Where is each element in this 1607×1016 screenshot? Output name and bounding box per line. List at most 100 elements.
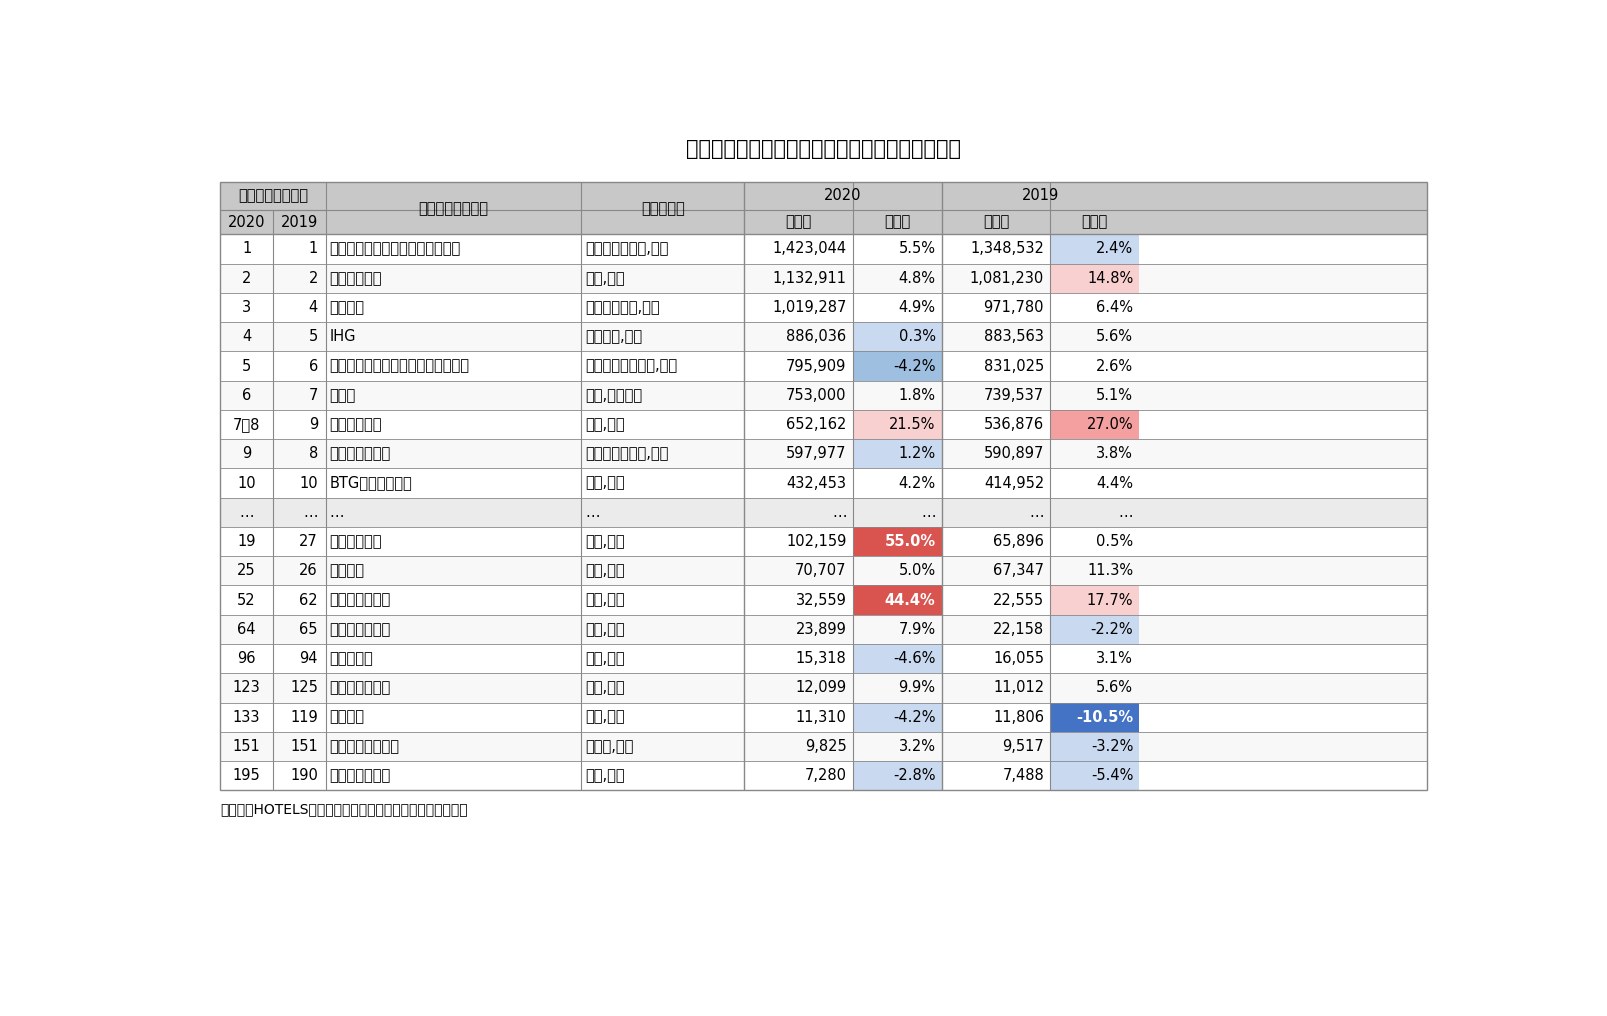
Text: 8: 8 [309, 446, 318, 461]
Bar [220, 615, 1427, 644]
Text: 22,158: 22,158 [993, 622, 1045, 637]
Text: 25: 25 [238, 563, 256, 578]
Text: 597,977: 597,977 [786, 446, 847, 461]
Text: -2.8%: -2.8% [893, 768, 935, 783]
Text: 7: 7 [309, 388, 318, 402]
Text: 5.1%: 5.1% [1096, 388, 1133, 402]
Bar [220, 409, 1427, 439]
Text: ヴァージニア,米国: ヴァージニア,米国 [585, 300, 660, 315]
Bar [853, 702, 942, 732]
Text: 東京,日本: 東京,日本 [585, 622, 625, 637]
Text: 6: 6 [243, 388, 251, 402]
Text: 前年比: 前年比 [1082, 214, 1107, 230]
Text: 432,453: 432,453 [786, 475, 847, 491]
Text: 14.8%: 14.8% [1086, 270, 1133, 285]
Text: 9: 9 [309, 417, 318, 432]
Text: 795,909: 795,909 [786, 359, 847, 374]
Text: 652,162: 652,162 [786, 417, 847, 432]
Bar [1051, 263, 1139, 293]
Bar [220, 352, 1427, 381]
Text: 相鉄ホテル: 相鉄ホテル [329, 651, 373, 666]
Text: 6.4%: 6.4% [1096, 300, 1133, 315]
Text: 27.0%: 27.0% [1086, 417, 1133, 432]
Text: 1: 1 [243, 242, 251, 256]
Text: 5.5%: 5.5% [898, 242, 935, 256]
Text: 23,899: 23,899 [795, 622, 847, 637]
Text: チョイスホテル: チョイスホテル [329, 446, 391, 461]
Text: 67,347: 67,347 [993, 563, 1045, 578]
Text: 11,806: 11,806 [993, 709, 1045, 724]
Text: ニュージャージー,米国: ニュージャージー,米国 [585, 359, 678, 374]
Text: 55.0%: 55.0% [884, 534, 935, 549]
Text: 151: 151 [291, 739, 318, 754]
Text: 1,081,230: 1,081,230 [971, 270, 1045, 285]
Bar [220, 381, 1427, 409]
Bar [220, 761, 1427, 790]
Bar [220, 468, 1427, 498]
Text: 東京,日本: 東京,日本 [585, 768, 625, 783]
Text: 3.8%: 3.8% [1096, 446, 1133, 461]
Text: 大阪,日本: 大阪,日本 [585, 681, 625, 695]
Text: プリンスホテル: プリンスホテル [329, 592, 391, 608]
Bar [853, 644, 942, 674]
Text: 上海錦江資本: 上海錦江資本 [329, 270, 382, 285]
Text: 0.5%: 0.5% [1096, 534, 1133, 549]
Text: 4.2%: 4.2% [898, 475, 935, 491]
Text: 3: 3 [243, 300, 251, 315]
Text: 藤田観光: 藤田観光 [329, 709, 365, 724]
Text: BTGホームインズ: BTGホームインズ [329, 475, 413, 491]
Text: ホテルブランド名: ホテルブランド名 [418, 201, 489, 215]
Text: 本社所在地: 本社所在地 [641, 201, 685, 215]
Text: （資料）HOTELSの公表資料からニッセイ基礎研究所が作成: （資料）HOTELSの公表資料からニッセイ基礎研究所が作成 [220, 803, 468, 817]
Text: 2019: 2019 [281, 214, 318, 230]
Text: 21.5%: 21.5% [889, 417, 935, 432]
Text: 5.0%: 5.0% [898, 563, 935, 578]
Text: 上海,中国: 上海,中国 [585, 475, 625, 491]
Text: 190: 190 [289, 768, 318, 783]
Text: 26: 26 [299, 563, 318, 578]
Text: 123: 123 [233, 681, 260, 695]
Text: 4.8%: 4.8% [898, 270, 935, 285]
Text: 590,897: 590,897 [983, 446, 1045, 461]
Bar [220, 182, 1427, 790]
Text: 94: 94 [299, 651, 318, 666]
Bar [853, 322, 942, 352]
Text: 44.4%: 44.4% [885, 592, 935, 608]
Bar [220, 182, 1427, 790]
Text: 11,310: 11,310 [795, 709, 847, 724]
Text: 客室数: 客室数 [786, 214, 812, 230]
Bar [220, 235, 1427, 263]
Text: …: … [1118, 505, 1133, 520]
Text: 7,488: 7,488 [1003, 768, 1045, 783]
Text: 0.3%: 0.3% [898, 329, 935, 344]
Text: …: … [239, 505, 254, 520]
Text: 64: 64 [238, 622, 256, 637]
Text: -5.4%: -5.4% [1091, 768, 1133, 783]
Text: ウィンダムホテルズアンドリゾート: ウィンダムホテルズアンドリゾート [329, 359, 469, 374]
Text: 1,348,532: 1,348,532 [971, 242, 1045, 256]
Bar [220, 439, 1427, 468]
Text: 11,012: 11,012 [993, 681, 1045, 695]
Text: メリーランド゛,米国: メリーランド゛,米国 [585, 446, 669, 461]
Text: ヒルトン: ヒルトン [329, 300, 365, 315]
Text: …: … [921, 505, 935, 520]
Text: 3.2%: 3.2% [898, 739, 935, 754]
Bar [220, 644, 1427, 674]
Bar [853, 761, 942, 790]
Text: 27: 27 [299, 534, 318, 549]
Bar [853, 352, 942, 381]
Text: アパグループ: アパグループ [329, 534, 382, 549]
Bar [220, 702, 1427, 732]
Text: -2.2%: -2.2% [1091, 622, 1133, 637]
Text: 1,423,044: 1,423,044 [773, 242, 847, 256]
Text: 5: 5 [243, 359, 251, 374]
Text: 119: 119 [291, 709, 318, 724]
Bar [220, 263, 1427, 293]
Text: -4.2%: -4.2% [893, 359, 935, 374]
Text: -4.2%: -4.2% [893, 709, 935, 724]
Text: 151: 151 [233, 739, 260, 754]
Text: ソラーレホテル: ソラーレホテル [329, 768, 391, 783]
Text: 2019: 2019 [1022, 188, 1059, 203]
Bar [220, 293, 1427, 322]
Text: 9.9%: 9.9% [898, 681, 935, 695]
